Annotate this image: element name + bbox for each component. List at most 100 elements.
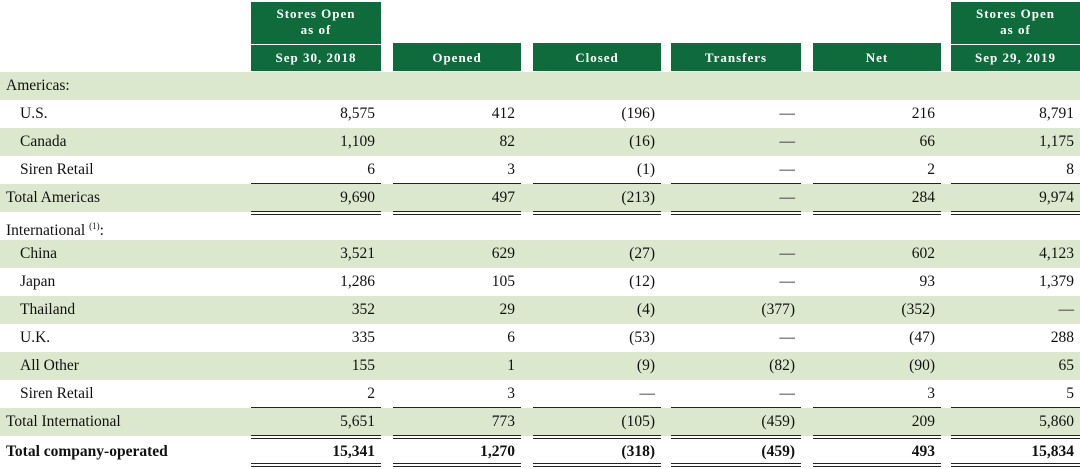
row-label-text: U.S.	[20, 105, 48, 122]
subtotal-rule	[671, 183, 801, 184]
subtotal-rule	[951, 183, 1080, 184]
cell-net: 66	[919, 133, 936, 150]
cell-opened: 497	[491, 189, 515, 206]
section-label: Americas:	[6, 72, 70, 100]
subtotal-rule	[251, 407, 381, 408]
cell-open2019: 9,974	[1039, 189, 1074, 206]
row-label-text: Americas:	[6, 77, 70, 94]
cell-closed: —	[639, 385, 656, 402]
cell-net: 602	[911, 245, 935, 262]
cell-net: (90)	[909, 357, 935, 374]
cell-closed: (9)	[636, 357, 655, 374]
cell-open2018: 1,286	[340, 273, 375, 290]
row-label-text: Total International	[6, 413, 121, 430]
cell-transfers: —	[779, 385, 796, 402]
cell-open2018: 2	[367, 385, 375, 402]
cell-closed: (1)	[636, 161, 655, 178]
cell-open2019: 1,379	[1039, 273, 1074, 290]
footnote-marker: (1)	[89, 221, 100, 231]
cell-net: 3	[927, 385, 935, 402]
cell-transfers: (377)	[761, 301, 795, 318]
cell-open2018: 1,109	[340, 133, 375, 150]
cell-transfers: —	[779, 105, 796, 122]
row-label: U.K.	[20, 324, 50, 352]
row-label-text: All Other	[20, 357, 79, 374]
row-shading	[0, 184, 1080, 212]
cell-opened: 773	[491, 413, 515, 430]
row-label-text: China	[20, 245, 58, 262]
column-header-opened: Opened	[393, 43, 521, 71]
cell-closed: (16)	[629, 133, 655, 150]
section-label: International (1):	[6, 212, 104, 240]
cell-transfers: (459)	[761, 413, 795, 430]
subtotal-rule	[393, 407, 521, 408]
cell-open2018: 6	[367, 161, 375, 178]
row-label: Japan	[20, 268, 55, 296]
column-header-label: Opened	[432, 50, 482, 65]
column-header-net: Net	[813, 43, 941, 71]
total-row-label: Total Americas	[6, 184, 100, 212]
total-double-rule	[393, 463, 521, 467]
subtotal-rule	[393, 183, 521, 184]
total-double-rule	[813, 463, 941, 467]
row-label-text: Japan	[20, 273, 56, 290]
total-double-rule	[951, 463, 1080, 467]
cell-open2018: 335	[351, 329, 375, 346]
row-shading	[0, 296, 1080, 324]
cell-open2019: 4,123	[1039, 245, 1074, 262]
column-header-line1: Stores Open	[276, 6, 356, 21]
cell-net: 2	[927, 161, 935, 178]
cell-transfers: —	[779, 161, 796, 178]
column-header-line2: as of	[1000, 22, 1031, 37]
row-label-text: Siren Retail	[20, 385, 94, 402]
total-double-rule	[251, 211, 381, 215]
total-double-rule	[393, 211, 521, 215]
cell-opened: 82	[499, 133, 516, 150]
cell-opened: 105	[491, 273, 515, 290]
cell-closed: (27)	[629, 245, 655, 262]
total-row-label: Total International	[6, 408, 121, 436]
cell-net: (352)	[901, 301, 935, 318]
column-header-open2019: Stores Open as of Sep 29, 2019	[951, 2, 1080, 71]
total-double-rule	[951, 211, 1080, 215]
total-double-rule	[251, 435, 381, 439]
column-header-open2018: Stores Open as of Sep 30, 2018	[251, 2, 381, 71]
row-label: Siren Retail	[20, 380, 94, 408]
cell-closed: (196)	[621, 105, 655, 122]
cell-opened: 3	[507, 385, 515, 402]
column-header-label: Sep 30, 2018	[251, 44, 381, 71]
cell-opened: 1,270	[480, 443, 515, 460]
row-label-text: International	[6, 222, 86, 239]
cell-transfers: —	[779, 245, 796, 262]
cell-transfers: (82)	[769, 357, 795, 374]
total-double-rule	[671, 435, 801, 439]
cell-net: 284	[911, 189, 935, 206]
column-header-line2: as of	[300, 22, 332, 37]
subtotal-rule	[251, 183, 381, 184]
cell-closed: (12)	[629, 273, 655, 290]
cell-net: 209	[911, 413, 935, 430]
total-double-rule	[533, 463, 661, 467]
total-double-rule	[251, 463, 381, 467]
cell-transfers: —	[779, 189, 796, 206]
total-double-rule	[671, 211, 801, 215]
cell-open2018: 8,575	[340, 105, 375, 122]
total-double-rule	[813, 211, 941, 215]
cell-open2019: 5,860	[1039, 413, 1074, 430]
row-label: China	[20, 240, 57, 268]
subtotal-rule	[533, 407, 661, 408]
subtotal-rule	[671, 407, 801, 408]
row-label-text: Total Americas	[6, 189, 101, 206]
row-label-text: Thailand	[20, 301, 76, 318]
cell-closed: (213)	[621, 189, 655, 206]
cell-net: 93	[919, 273, 936, 290]
row-label: Thailand	[20, 296, 75, 324]
row-shading	[0, 240, 1080, 268]
subtotal-rule	[951, 407, 1080, 408]
row-shading	[0, 408, 1080, 436]
cell-transfers: —	[779, 329, 796, 346]
cell-open2019: 5	[1066, 385, 1074, 402]
cell-open2019: 65	[1058, 357, 1075, 374]
cell-open2019: —	[1058, 301, 1075, 318]
cell-open2019: 8,791	[1039, 105, 1074, 122]
